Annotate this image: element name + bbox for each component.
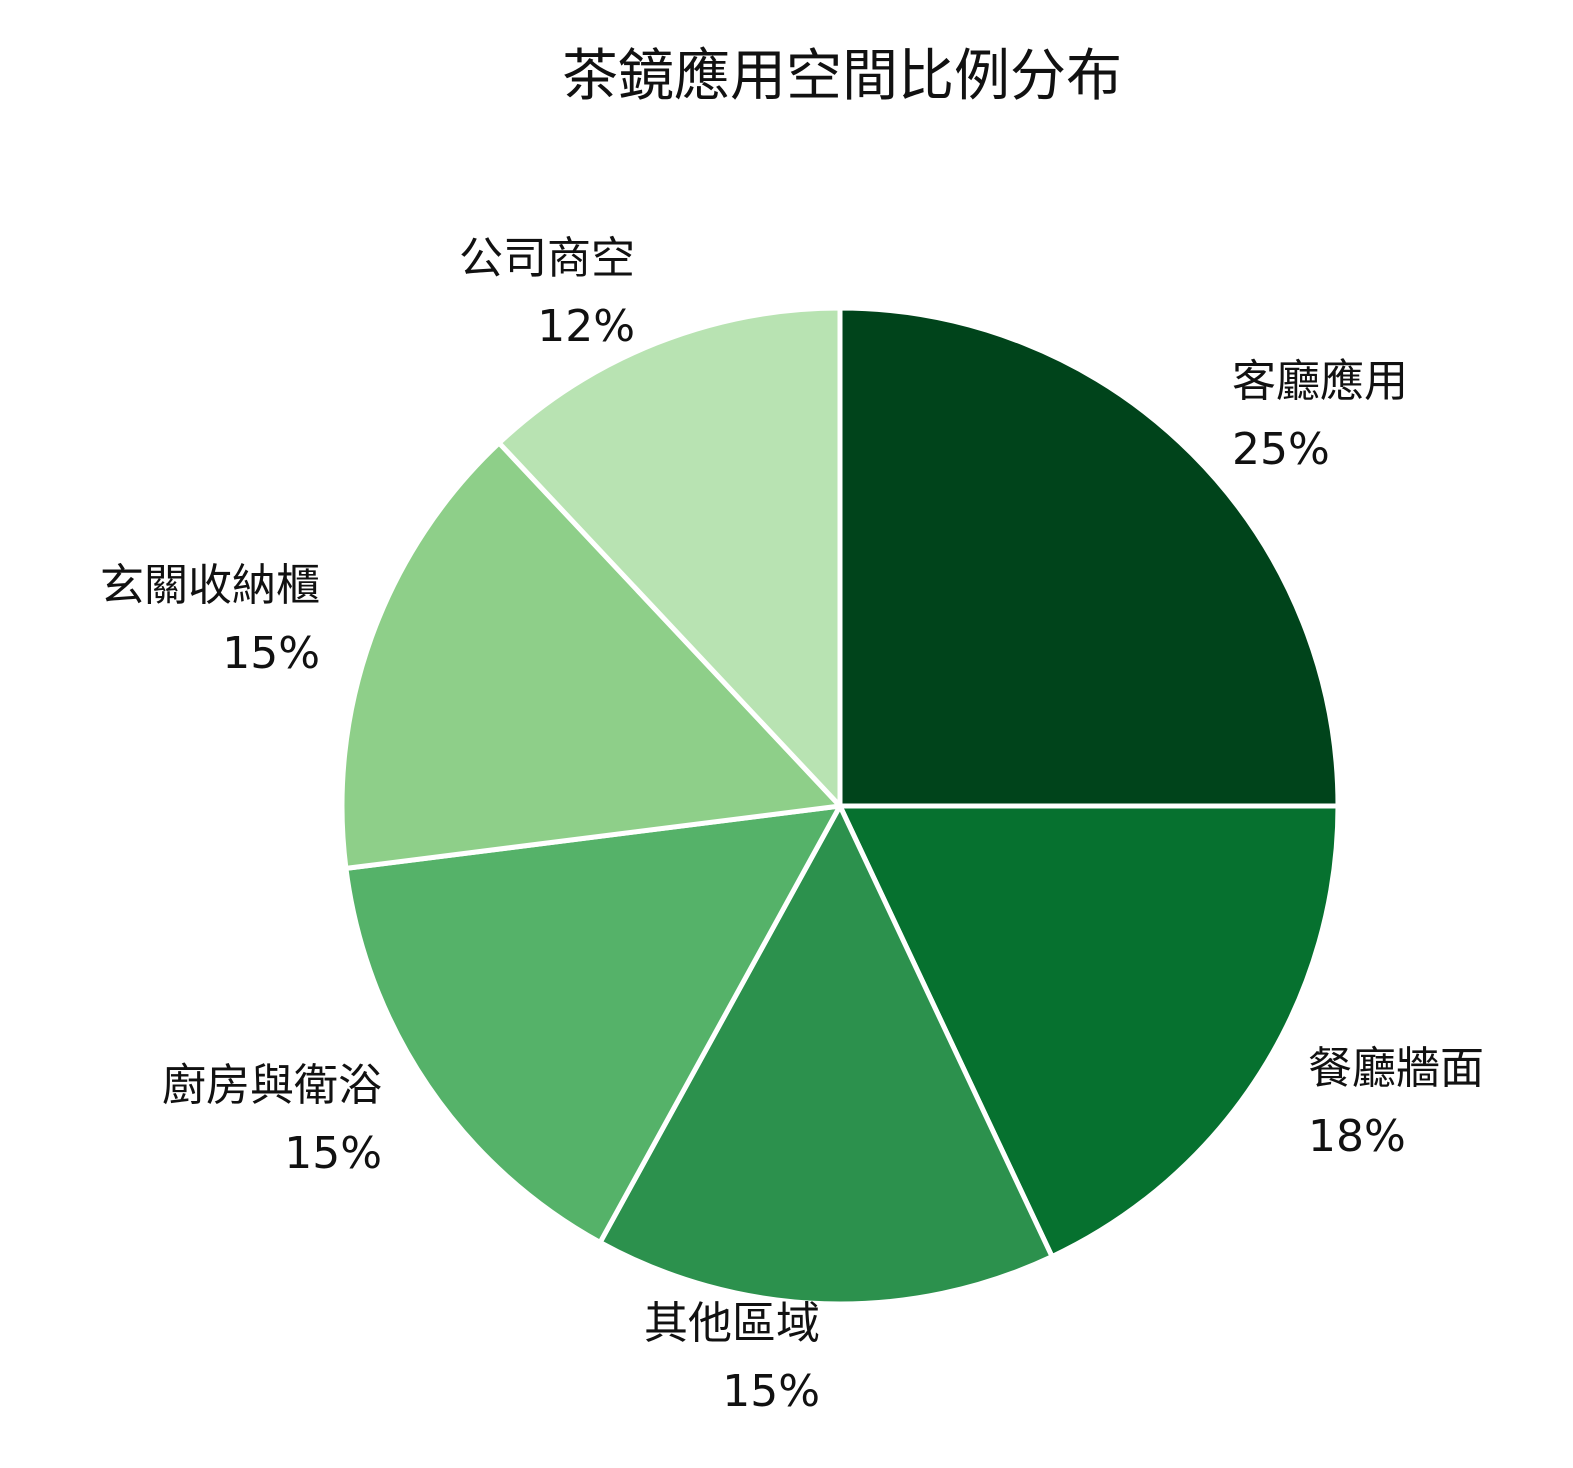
slice-value-label-2: 15% [722, 1366, 820, 1417]
chart-title: 茶鏡應用空間比例分布 [562, 44, 1122, 109]
slice-value-label-5: 12% [537, 301, 635, 352]
slices-layer [339, 305, 1341, 1307]
slice-label-4: 玄關收納櫃 [100, 560, 320, 611]
pie-slice-2 [597, 803, 1055, 1307]
slice-label-0: 客廳應用 [1232, 356, 1408, 407]
pie-slice-5 [496, 305, 843, 809]
slice-value-label-4: 15% [222, 628, 320, 679]
slice-value-label-1: 18% [1308, 1111, 1406, 1162]
pie-slice-0 [837, 305, 1341, 809]
slice-value-label-0: 25% [1232, 424, 1330, 475]
pie-slice-3 [343, 803, 843, 1245]
labels-layer: 客廳應用 25% 餐廳牆面 18% 其他區域 15% 廚房與衛浴 15% 玄關收納櫃 15% 公司商… [100, 233, 1484, 1417]
pie-slice-4 [339, 440, 843, 871]
slice-label-5: 公司商空 [459, 233, 635, 284]
pie-slice-1 [837, 803, 1341, 1260]
slice-label-2: 其他區域 [644, 1298, 820, 1349]
slice-label-3: 廚房與衛浴 [162, 1060, 382, 1111]
slice-label-1: 餐廳牆面 [1308, 1043, 1484, 1094]
slice-value-label-3: 15% [284, 1128, 382, 1179]
